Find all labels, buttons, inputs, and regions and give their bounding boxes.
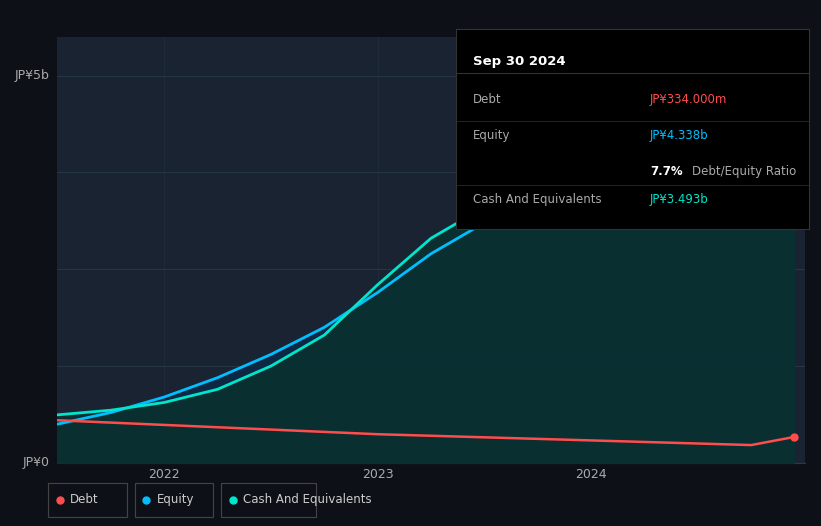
Text: JP¥4.338b: JP¥4.338b bbox=[650, 129, 709, 142]
Text: Debt: Debt bbox=[474, 93, 502, 106]
Text: Equity: Equity bbox=[157, 493, 195, 506]
Text: Debt/Equity Ratio: Debt/Equity Ratio bbox=[692, 165, 796, 178]
Text: Equity: Equity bbox=[474, 129, 511, 142]
Text: Sep 30 2024: Sep 30 2024 bbox=[474, 55, 566, 68]
Point bbox=[787, 123, 800, 131]
Text: Cash And Equivalents: Cash And Equivalents bbox=[474, 193, 602, 206]
Text: JP¥5b: JP¥5b bbox=[15, 69, 50, 82]
Text: Debt: Debt bbox=[70, 493, 99, 506]
Point bbox=[787, 188, 800, 197]
Text: Cash And Equivalents: Cash And Equivalents bbox=[243, 493, 372, 506]
FancyBboxPatch shape bbox=[48, 483, 126, 517]
FancyBboxPatch shape bbox=[135, 483, 213, 517]
Text: 7.7%: 7.7% bbox=[650, 165, 682, 178]
Text: JP¥0: JP¥0 bbox=[23, 457, 50, 469]
Point bbox=[787, 433, 800, 441]
Text: JP¥3.493b: JP¥3.493b bbox=[650, 193, 709, 206]
Text: JP¥334.000m: JP¥334.000m bbox=[650, 93, 727, 106]
FancyBboxPatch shape bbox=[222, 483, 316, 517]
